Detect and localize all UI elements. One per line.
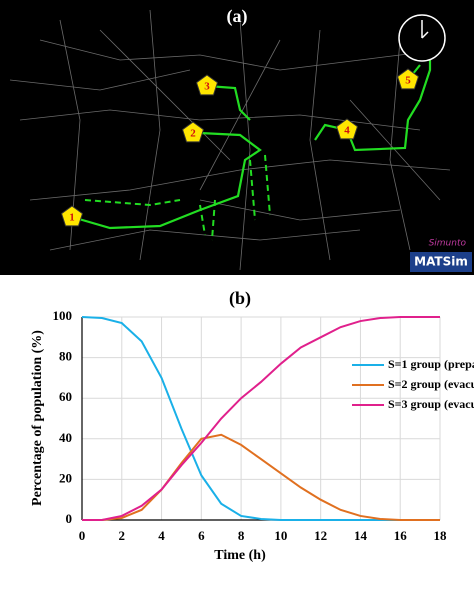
x-tick-label: 18 <box>434 528 448 543</box>
marker-label: 3 <box>204 81 210 93</box>
legend-label: S=3 group (evacuated) <box>388 397 474 411</box>
x-tick-label: 10 <box>274 528 287 543</box>
series-line <box>82 317 440 520</box>
y-tick-label: 40 <box>59 430 72 445</box>
marker-label: 1 <box>69 212 75 224</box>
plot: 0 20 40 60 80 100 0 2 4 6 8 10 12 14 16 18 S=1 group (pr… <box>53 308 474 543</box>
logo-matsim: MATSim <box>414 255 468 269</box>
x-axis-label: Time (h) <box>214 548 266 563</box>
x-tick-label: 16 <box>394 528 408 543</box>
clock <box>399 15 445 61</box>
x-tick-label: 12 <box>314 528 327 543</box>
chart-title: (b) <box>229 288 251 309</box>
x-tick-label: 14 <box>354 528 368 543</box>
y-axis-label: Percentage of population (%) <box>30 330 45 506</box>
y-tick-label: 100 <box>53 308 73 323</box>
x-tick-label: 2 <box>119 528 126 543</box>
panel-label: (a) <box>227 6 248 27</box>
y-tick-label: 80 <box>59 349 72 364</box>
logo-simunto: Simunto <box>429 239 467 249</box>
x-tick-label: 0 <box>79 528 86 543</box>
y-tick-label: 0 <box>66 511 73 526</box>
x-tick-label: 8 <box>238 528 245 543</box>
marker-label: 4 <box>344 125 350 137</box>
marker-label: 2 <box>190 128 196 140</box>
x-tick-label: 6 <box>198 528 205 543</box>
series-line <box>82 435 440 520</box>
map-panel: (a) 1 2 3 4 5 Simunto MATSim <box>0 0 474 275</box>
y-tick-label: 20 <box>59 470 72 485</box>
y-tick-label: 60 <box>59 389 72 404</box>
x-tick-label: 4 <box>158 528 165 543</box>
legend-label: S=1 group (preparation) <box>388 357 474 371</box>
marker-label: 5 <box>405 75 411 87</box>
legend-label: S=2 group (evacuating) <box>388 377 474 391</box>
series-line <box>82 317 440 520</box>
